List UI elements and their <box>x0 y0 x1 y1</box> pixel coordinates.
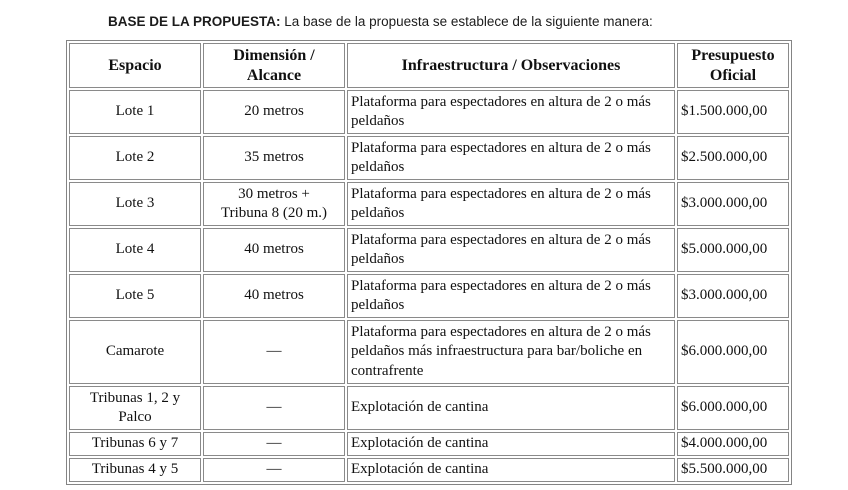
table-header: Espacio Dimensión / Alcance Infraestruct… <box>69 43 789 88</box>
header-presupuesto: Presupuesto Oficial <box>677 43 789 88</box>
cell-espacio: Lote 1 <box>69 90 201 134</box>
cell-presupuesto: $1.500.000,00 <box>677 90 789 134</box>
cell-presupuesto: $5.000.000,00 <box>677 228 789 272</box>
cell-dimension: — <box>203 432 345 456</box>
cell-infraestructura: Plataforma para espectadores en altura d… <box>347 182 675 226</box>
table-row: Lote 5 40 metros Plataforma para especta… <box>69 274 789 318</box>
header-infraestructura: Infraestructura / Observaciones <box>347 43 675 88</box>
header-row: Espacio Dimensión / Alcance Infraestruct… <box>69 43 789 88</box>
cell-presupuesto: $2.500.000,00 <box>677 136 789 180</box>
cell-infraestructura: Plataforma para espectadores en altura d… <box>347 274 675 318</box>
table-row: Camarote — Plataforma para espectadores … <box>69 320 789 384</box>
section-heading: BASE DE LA PROPUESTA: La base de la prop… <box>108 13 848 31</box>
cell-dimension: 35 metros <box>203 136 345 180</box>
table-row: Tribunas 4 y 5 — Explotación de cantina … <box>69 458 789 482</box>
proposal-table: Espacio Dimensión / Alcance Infraestruct… <box>66 40 792 485</box>
cell-espacio: Lote 2 <box>69 136 201 180</box>
cell-infraestructura: Explotación de cantina <box>347 386 675 430</box>
heading-text: La base de la propuesta se establece de … <box>280 14 653 29</box>
cell-espacio: Tribunas 1, 2 y Palco <box>69 386 201 430</box>
cell-dimension: 40 metros <box>203 274 345 318</box>
cell-presupuesto: $6.000.000,00 <box>677 386 789 430</box>
cell-infraestructura: Explotación de cantina <box>347 458 675 482</box>
table-row: Tribunas 6 y 7 — Explotación de cantina … <box>69 432 789 456</box>
cell-dimension: — <box>203 458 345 482</box>
cell-infraestructura: Plataforma para espectadores en altura d… <box>347 136 675 180</box>
cell-presupuesto: $3.000.000,00 <box>677 182 789 226</box>
header-espacio: Espacio <box>69 43 201 88</box>
cell-infraestructura: Plataforma para espectadores en altura d… <box>347 320 675 384</box>
header-dimension: Dimensión / Alcance <box>203 43 345 88</box>
cell-dimension: 30 metros + Tribuna 8 (20 m.) <box>203 182 345 226</box>
table-row: Lote 4 40 metros Plataforma para especta… <box>69 228 789 272</box>
cell-presupuesto: $4.000.000,00 <box>677 432 789 456</box>
table-row: Tribunas 1, 2 y Palco — Explotación de c… <box>69 386 789 430</box>
cell-espacio: Tribunas 6 y 7 <box>69 432 201 456</box>
cell-espacio: Lote 3 <box>69 182 201 226</box>
cell-presupuesto: $5.500.000,00 <box>677 458 789 482</box>
table-row: Lote 3 30 metros + Tribuna 8 (20 m.) Pla… <box>69 182 789 226</box>
cell-dimension: — <box>203 320 345 384</box>
table-row: Lote 2 35 metros Plataforma para especta… <box>69 136 789 180</box>
cell-dimension: 40 metros <box>203 228 345 272</box>
cell-infraestructura: Plataforma para espectadores en altura d… <box>347 228 675 272</box>
table-body: Lote 1 20 metros Plataforma para especta… <box>69 90 789 482</box>
cell-espacio: Lote 4 <box>69 228 201 272</box>
cell-espacio: Lote 5 <box>69 274 201 318</box>
cell-espacio: Camarote <box>69 320 201 384</box>
cell-dimension: — <box>203 386 345 430</box>
cell-presupuesto: $3.000.000,00 <box>677 274 789 318</box>
cell-infraestructura: Plataforma para espectadores en altura d… <box>347 90 675 134</box>
cell-presupuesto: $6.000.000,00 <box>677 320 789 384</box>
cell-espacio: Tribunas 4 y 5 <box>69 458 201 482</box>
heading-label: BASE DE LA PROPUESTA: <box>108 14 281 29</box>
cell-infraestructura: Explotación de cantina <box>347 432 675 456</box>
table-row: Lote 1 20 metros Plataforma para especta… <box>69 90 789 134</box>
cell-dimension: 20 metros <box>203 90 345 134</box>
